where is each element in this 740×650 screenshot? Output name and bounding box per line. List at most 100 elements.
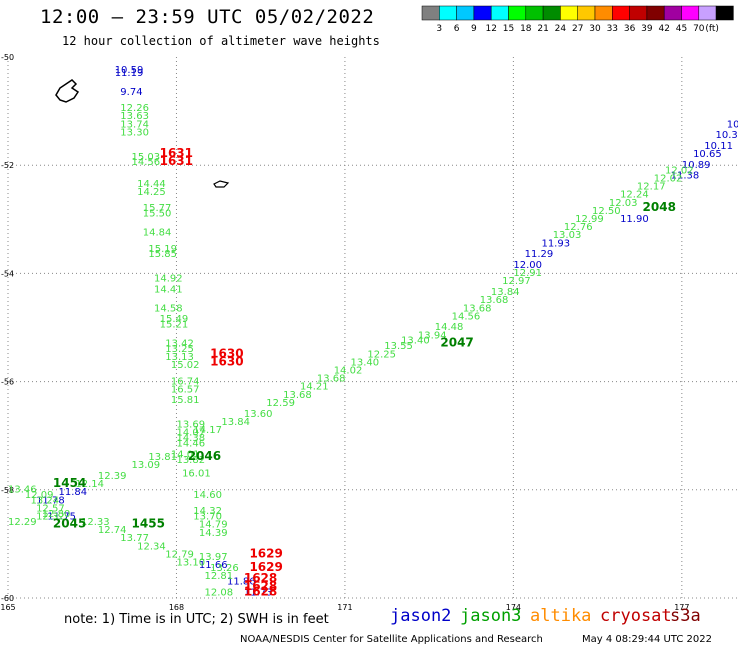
data-label: 13.30 (120, 127, 149, 138)
data-label: 15.03 (132, 152, 161, 163)
data-label: 15.02 (171, 360, 200, 371)
colorbar-label: 70 (693, 24, 705, 34)
data-label: 12.08 (205, 587, 234, 598)
data-label: 13.82 (176, 455, 205, 466)
x-tick-label: 174 (506, 603, 521, 612)
colorbar-label: 21 (537, 24, 548, 34)
data-label: 12.81 (205, 571, 234, 582)
data-label: 14.38 (176, 433, 205, 444)
colorbar-label: 33 (607, 24, 618, 34)
data-label: 11.19 (115, 68, 144, 79)
data-label: 13.68 (283, 390, 312, 401)
island-outline (213, 180, 230, 188)
data-label: 14.02 (334, 365, 363, 376)
colorbar-label: 24 (555, 24, 567, 34)
colorbar-swatch (715, 5, 734, 21)
colorbar-label: 15 (503, 24, 514, 34)
data-label: 1630 (210, 346, 243, 360)
data-label: 10.89 (682, 160, 711, 171)
colorbar-unit: (ft) (705, 24, 719, 34)
x-tick-label: 165 (0, 603, 15, 612)
data-label: 2045 (53, 517, 86, 531)
data-label: 12.39 (98, 471, 127, 482)
data-label: 12.91 (513, 268, 542, 279)
data-label: 13.63 (120, 111, 149, 122)
data-label: 13.60 (244, 409, 273, 420)
data-label: 14.56 (132, 157, 161, 168)
data-label: 1454 (53, 476, 86, 490)
data-label: 13.09 (132, 460, 161, 471)
data-label: 1629 (249, 546, 282, 560)
x-tick-label: 168 (169, 603, 184, 612)
data-label: 10.59 (115, 65, 144, 76)
data-label: 13.84 (221, 417, 250, 428)
data-label: 12.17 (637, 182, 666, 193)
data-label: 13.24 (30, 495, 59, 506)
data-label: 11.66 (199, 560, 228, 571)
data-label: 11.73 (244, 587, 273, 598)
data-label: 14.84 (143, 228, 172, 239)
data-label: 12.02 (654, 173, 683, 184)
data-label: 16.01 (182, 468, 211, 479)
data-label: 15.85 (148, 249, 177, 260)
satellite-legend-jason3: jason3 (460, 606, 522, 626)
satellite-legend-jason2: jason2 (390, 606, 452, 626)
colorbar-label: 9 (471, 24, 477, 34)
chart-title: 12:00 — 23:59 UTC 05/02/2022 (40, 6, 375, 28)
data-label: 11.78 (36, 495, 65, 506)
data-label: 11.90 (620, 214, 649, 225)
data-label: 9.74 (120, 87, 142, 98)
y-tick-label: -56 (1, 378, 14, 387)
data-label: 12.00 (513, 260, 542, 271)
chart-subtitle: 12 hour collection of altimeter wave hei… (62, 34, 380, 48)
data-label: 12.80 (42, 509, 71, 520)
data-label: 12.24 (620, 190, 649, 201)
data-label: 15.21 (160, 320, 189, 331)
data-label: 12.97 (502, 276, 531, 287)
colorbar-label: 3 (436, 24, 442, 34)
data-label: 14.44 (137, 179, 166, 190)
y-tick-label: -54 (1, 269, 14, 278)
data-label: 16.57 (171, 384, 200, 395)
data-label: 11.38 (671, 171, 700, 182)
data-label: 14.60 (193, 490, 222, 501)
data-layer: 10.5911.199.7411.8411.7811.7511.6611.861… (8, 65, 740, 598)
data-label: 1631 (160, 154, 193, 168)
data-label: 11.84 (59, 487, 88, 498)
data-label: 1630 (210, 354, 243, 368)
colorbar-legend: 3 6 9 12 15 18 21 24 27 30 33 36 39 42 45 70 (ft) (421, 5, 734, 34)
colorbar-label: 12 (485, 24, 496, 34)
y-tick-label: -50 (1, 53, 14, 62)
data-label: 13.70 (193, 512, 222, 523)
data-label: 14.48 (435, 322, 464, 333)
colorbar-label: 27 (572, 24, 583, 34)
data-label: 14.07 (176, 428, 205, 439)
data-label: 1455 (132, 517, 165, 531)
data-label: 14.32 (193, 506, 222, 517)
data-label: 14.79 (199, 520, 228, 531)
data-label: 11.93 (541, 238, 570, 249)
data-label: 13.40 (401, 336, 430, 347)
data-label: 1631 (160, 146, 193, 160)
y-tick-label: -58 (1, 486, 14, 495)
data-label: 15.50 (143, 209, 172, 220)
data-label: 12.57 (36, 503, 65, 514)
data-label: 12.32 (36, 512, 65, 523)
data-label: 12.76 (564, 222, 593, 233)
data-label: 13.81 (148, 452, 177, 463)
colorbar-label: 45 (676, 24, 687, 34)
data-label: 12.25 (367, 349, 396, 360)
data-label: 1628 (244, 584, 277, 598)
data-label: 11.75 (47, 512, 76, 523)
data-label: 13.13 (165, 352, 194, 363)
footnote: note: 1) Time is in UTC; 2) SWH is in fe… (64, 612, 329, 627)
data-label: 12.74 (98, 525, 127, 536)
colorbar-label: 39 (641, 24, 653, 34)
data-label: 16.74 (171, 376, 200, 387)
satellite-legend-altika: altika (530, 606, 592, 626)
data-label: 13.84 (491, 287, 520, 298)
data-label: 12.02 (665, 165, 694, 176)
colorbar-label: 18 (520, 24, 532, 34)
data-label: 10.37 (716, 130, 740, 141)
